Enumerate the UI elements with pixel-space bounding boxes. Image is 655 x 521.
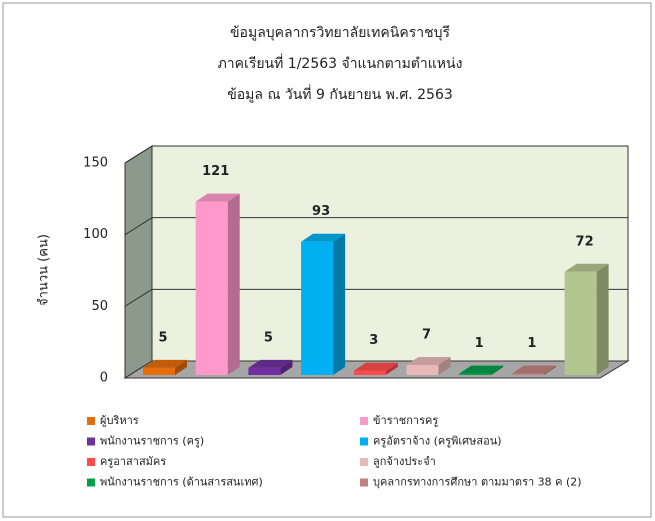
legend-swatch bbox=[360, 458, 368, 466]
legend-label: ข้าราชการครู bbox=[373, 414, 438, 427]
legend-swatch bbox=[87, 417, 95, 425]
bar bbox=[143, 367, 175, 375]
bar-top bbox=[248, 359, 293, 368]
bar-top bbox=[406, 356, 451, 365]
chart-title: ภาคเรียนที่ 1/2563 จำแนกตามตำแหน่ง bbox=[218, 54, 463, 72]
bar-top bbox=[353, 362, 398, 371]
legend-swatch bbox=[87, 437, 95, 446]
bar-top bbox=[195, 193, 240, 202]
y-tick-label: 150 bbox=[83, 156, 108, 171]
bar-top bbox=[301, 233, 346, 242]
bar-side bbox=[280, 359, 293, 375]
y-axis-label: จำนวน (คน) bbox=[37, 234, 52, 306]
bar bbox=[459, 373, 492, 375]
legend-swatch bbox=[87, 458, 95, 466]
value-label: 1 bbox=[527, 336, 536, 351]
value-label: 72 bbox=[576, 234, 594, 249]
bar-top bbox=[143, 359, 187, 368]
chart-title: ข้อมูล ณ วันที่ 9 กันยายน พ.ศ. 2563 bbox=[227, 85, 453, 103]
value-label: 5 bbox=[264, 330, 273, 345]
y-tick-label: 0 bbox=[100, 371, 108, 386]
bar bbox=[511, 373, 544, 375]
bar-top bbox=[564, 263, 609, 272]
legend-label: ลูกจ้างประจำ bbox=[373, 455, 436, 468]
bar bbox=[564, 271, 597, 375]
legend-label: พนักงานราชการ (ด้านสารสนเทศ) bbox=[100, 476, 263, 489]
value-label: 5 bbox=[158, 330, 167, 345]
value-label: 121 bbox=[202, 164, 229, 179]
bar-top bbox=[459, 365, 504, 374]
bar-side bbox=[333, 233, 346, 375]
side-wall bbox=[124, 145, 153, 379]
legend-label: ครูอัตราจ้าง (ครูพิเศษสอน) bbox=[373, 435, 502, 448]
bar-side bbox=[385, 362, 398, 375]
bar bbox=[406, 364, 439, 375]
bar-side bbox=[438, 356, 451, 375]
chart-title: ข้อมูลบุคลากรวิทยาลัยเทคนิคราชบุรี bbox=[230, 25, 450, 41]
grid-line bbox=[124, 288, 153, 307]
value-label: 3 bbox=[369, 333, 378, 348]
bar-side bbox=[227, 193, 240, 375]
legend-swatch bbox=[360, 437, 368, 446]
legend-swatch bbox=[360, 478, 368, 487]
bar bbox=[301, 241, 334, 375]
y-tick-label: 50 bbox=[91, 299, 108, 314]
bar bbox=[353, 370, 386, 375]
bar-side bbox=[175, 359, 187, 375]
bar bbox=[195, 201, 228, 375]
value-label: 1 bbox=[475, 336, 484, 351]
bar-side bbox=[596, 263, 609, 375]
legend-swatch bbox=[87, 478, 95, 487]
legend-label: ผู้บริหาร bbox=[100, 414, 139, 427]
grid-line bbox=[124, 217, 153, 236]
bar-side bbox=[543, 365, 556, 375]
value-label: 7 bbox=[422, 327, 431, 342]
bar-top bbox=[511, 365, 556, 374]
value-label: 93 bbox=[312, 204, 330, 219]
grid-line bbox=[124, 145, 153, 164]
bar bbox=[248, 367, 281, 375]
legend-label: บุคลากรทางการศึกษา ตามมาตรา 38 ค (2) bbox=[373, 476, 582, 489]
y-tick-label: 100 bbox=[83, 227, 108, 242]
legend-label: พนักงานราชการ (ครู) bbox=[100, 435, 204, 448]
legend-swatch bbox=[360, 417, 368, 425]
legend-label: ครูอาสาสมัคร bbox=[100, 455, 166, 468]
bar-side bbox=[491, 365, 504, 375]
